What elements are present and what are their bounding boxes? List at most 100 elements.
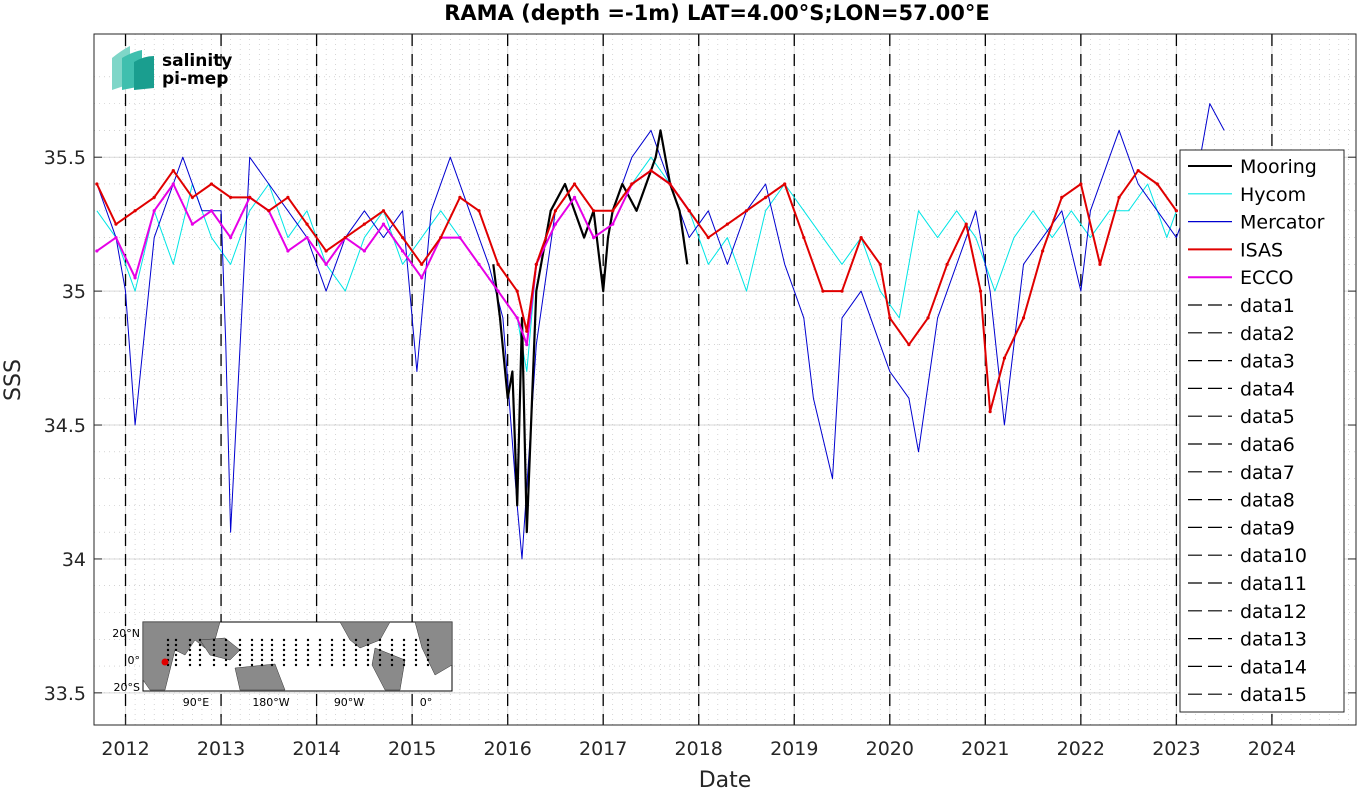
grid-lines [94,34,1356,725]
legend-label-data9: data9 [1240,517,1295,539]
inset-mooring-dot [354,638,358,642]
point-isas [1041,249,1045,253]
inset-mooring-dot [282,658,286,662]
point-isas [152,195,156,199]
inset-mooring-dot [294,643,298,647]
inset-mooring-dot [174,663,178,667]
inset-mooring-dot [330,658,334,662]
inset-map-selected-station [161,658,169,666]
point-isas [209,182,214,186]
inset-mooring-dot [260,638,264,642]
inset-mooring-dot [366,643,370,647]
point-isas [496,262,500,266]
inset-mooring-dot [366,663,370,667]
x-tick-label: 2014 [292,738,340,760]
inset-mooring-dot [294,663,298,667]
point-isas [114,222,118,226]
series-mercator [96,103,1225,560]
legend-label-data4: data4 [1240,378,1295,400]
point-isas [133,209,137,213]
point-ecco [515,316,519,320]
inset-mooring-dot [166,638,170,642]
legend-label-ecco: ECCO [1240,267,1294,289]
inset-mooring-dot [318,653,322,657]
inset-mooring-dot [330,663,334,667]
inset-mooring-dot [390,638,394,642]
legend-label-data5: data5 [1240,406,1295,428]
inset-mooring-dot [224,643,228,647]
point-isas [706,235,710,240]
inset-mooring-dot [354,658,358,662]
inset-mooring-dot [188,648,192,652]
inset-mooring-dot [250,643,254,647]
inset-mooring-dot [390,663,394,667]
point-ecco [381,222,386,226]
inset-mooring-dot [174,653,178,657]
inset-mooring-dot [414,653,418,657]
inset-mooring-dot [342,643,346,647]
inset-mooring-dot [174,658,178,662]
point-isas [1174,209,1178,213]
x-tick-label: 2017 [579,738,627,760]
point-isas [725,222,729,226]
inset-mooring-dot [212,653,216,657]
inset-mooring-dot [318,643,322,647]
x-tick-label: 2024 [1248,738,1296,760]
point-isas [267,209,271,213]
inset-mooring-dot [282,643,286,647]
inset-mooring-dot [270,653,274,657]
point-ecco [458,235,462,240]
inset-mooring-dot [166,648,170,652]
inset-mooring-dot [188,643,192,647]
inset-mooring-dot [354,663,358,667]
inset-mooring-dot [174,638,178,642]
point-isas [821,289,825,293]
legend-label-data3: data3 [1240,351,1295,373]
point-ecco [477,262,481,266]
inset-mooring-dot [378,643,382,647]
point-isas [1136,168,1140,173]
point-isas [978,289,983,293]
inset-lat-label-0: 0° [128,654,141,667]
inset-mooring-dot [366,658,370,662]
inset-mooring-dot [250,648,254,652]
inset-mooring-dot [198,638,202,642]
inset-mooring-dot [414,658,418,662]
x-tick-label: 2020 [866,738,914,760]
inset-mooring-dot [282,653,286,657]
inset-mooring-dot [260,643,264,647]
point-ecco [95,249,99,253]
x-tick-label: 2023 [1152,738,1200,760]
point-isas [988,410,992,414]
inset-mooring-dot [212,663,216,667]
point-ecco [362,249,366,253]
y-axis-title: SSS [1,359,26,401]
legend-label-data13: data13 [1240,629,1307,651]
point-isas [420,262,424,266]
logo-line2: pi-mep [162,69,228,89]
inset-mooring-dot [188,663,192,667]
inset-mooring-dot [166,643,170,647]
inset-mooring-dot [402,663,406,667]
inset-mooring-dot [426,638,430,642]
inset-mooring-dot [260,658,264,662]
legend-label-mooring: Mooring [1240,156,1317,178]
inset-mooring-dot [366,653,370,657]
point-isas [400,235,405,240]
inset-lon-label-0: 0° [420,696,433,709]
inset-lon-label-90w: 90°W [334,696,364,709]
point-ecco [305,235,309,240]
inset-mooring-dot [224,663,228,667]
legend-label-data14: data14 [1240,656,1307,678]
legend-box [1179,149,1345,713]
data-series [95,103,1225,560]
legend-label-data15: data15 [1240,684,1307,706]
point-ecco [190,222,194,226]
inset-mooring-dot [250,663,254,667]
point-isas [324,249,328,253]
inset-mooring-dot [282,648,286,652]
logo-line1: salinity [162,51,232,71]
inset-mooring-dot [426,663,430,667]
inset-mooring-dot [238,653,242,657]
